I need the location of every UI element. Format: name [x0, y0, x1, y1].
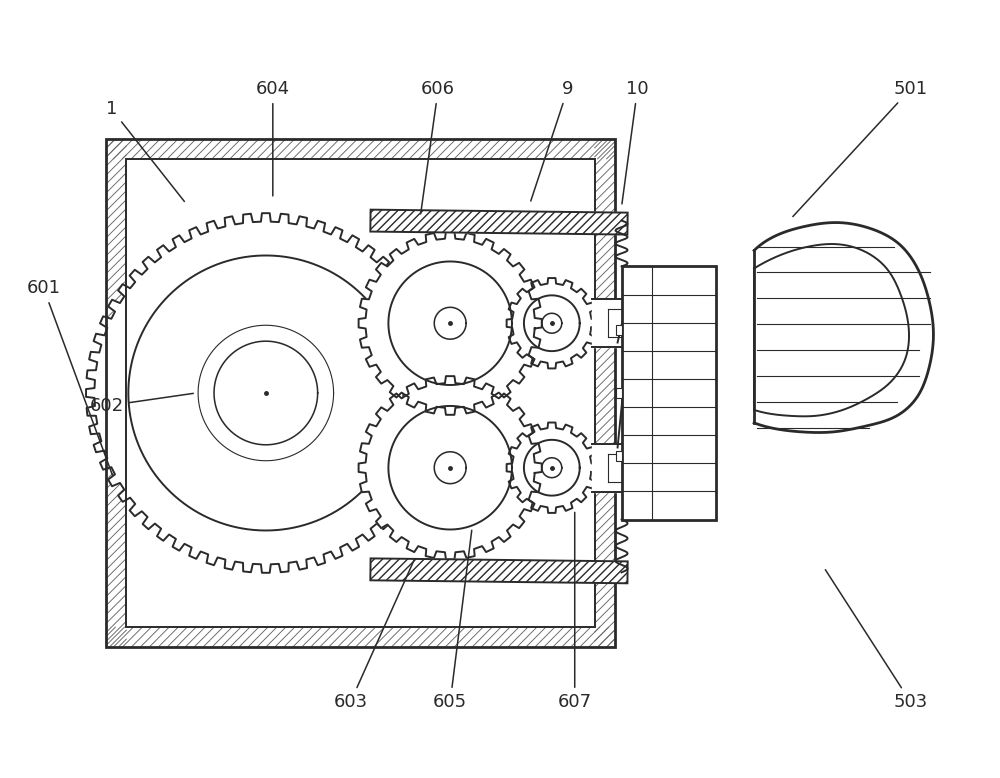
Polygon shape	[592, 443, 628, 492]
Polygon shape	[106, 139, 615, 647]
Polygon shape	[616, 388, 622, 398]
Polygon shape	[592, 300, 628, 347]
Text: 603: 603	[333, 560, 414, 711]
Polygon shape	[616, 324, 622, 335]
Polygon shape	[507, 278, 597, 369]
Polygon shape	[370, 559, 628, 584]
Text: 9: 9	[531, 80, 574, 201]
Text: 607: 607	[558, 513, 592, 711]
Text: 1: 1	[106, 100, 184, 202]
Text: 501: 501	[793, 80, 928, 216]
Polygon shape	[507, 422, 597, 513]
Text: 602: 602	[89, 394, 193, 415]
Text: 503: 503	[825, 569, 928, 711]
Text: 601: 601	[27, 279, 112, 475]
Polygon shape	[370, 209, 628, 234]
Polygon shape	[359, 232, 542, 415]
Text: 10: 10	[622, 80, 649, 204]
Text: 605: 605	[433, 531, 472, 711]
Polygon shape	[616, 451, 622, 461]
Text: 604: 604	[256, 80, 290, 196]
Polygon shape	[622, 266, 716, 520]
Text: 606: 606	[421, 80, 455, 214]
Polygon shape	[359, 376, 542, 559]
Polygon shape	[86, 213, 446, 573]
